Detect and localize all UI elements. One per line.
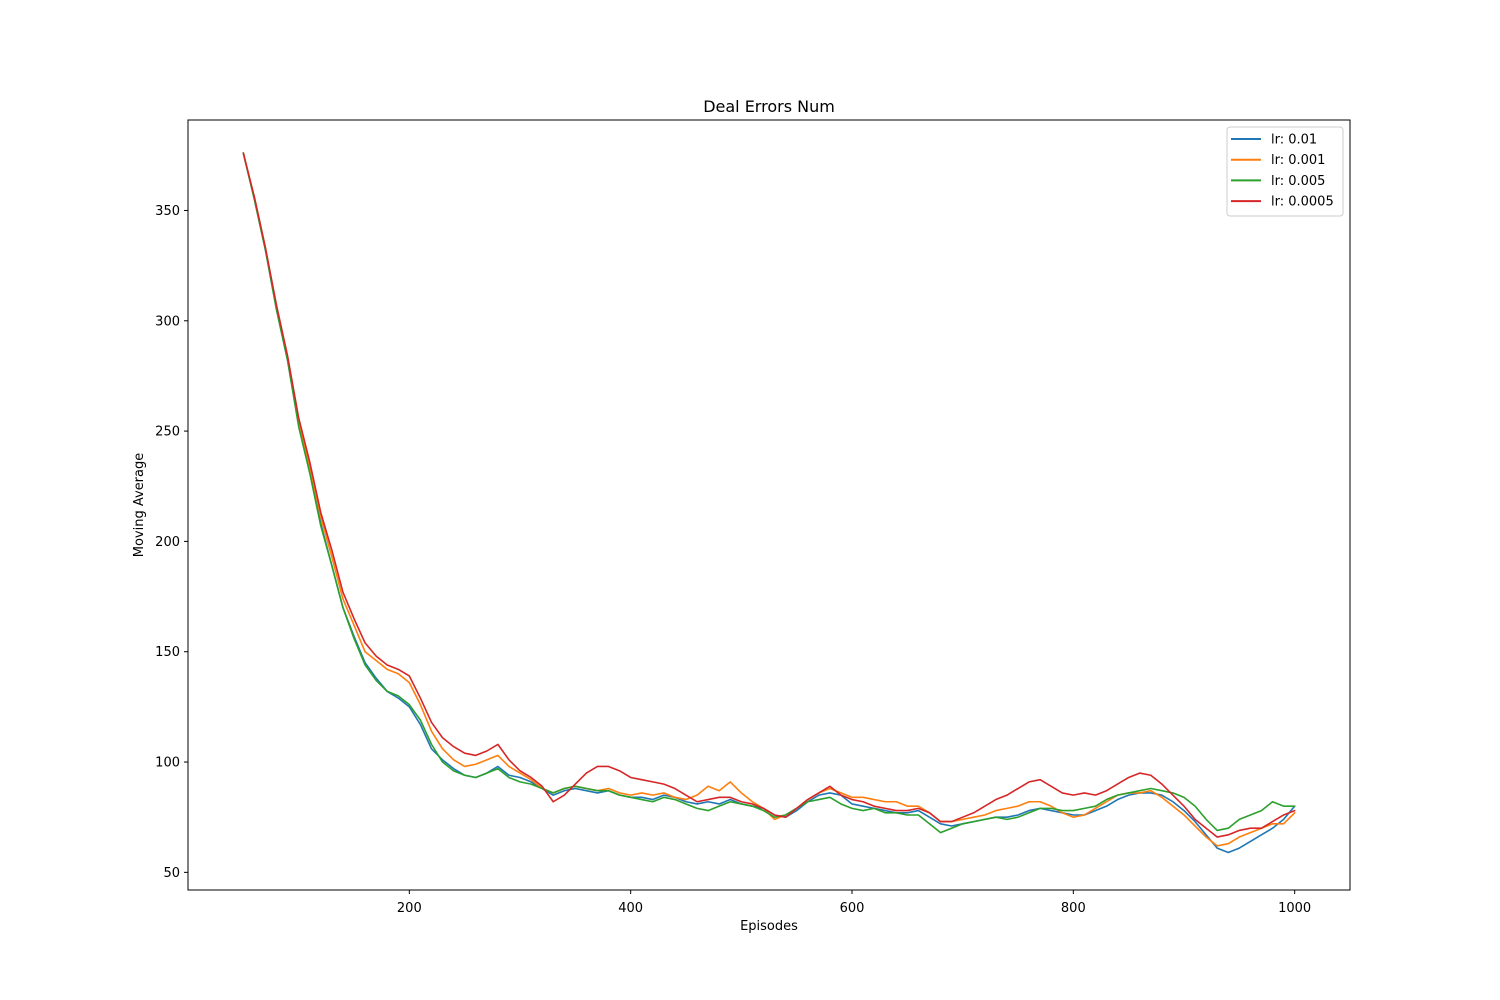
y-tick-label: 150 [155, 645, 180, 660]
legend: lr: 0.01 lr: 0.001 lr: 0.005 lr: 0.0005 [1226, 126, 1344, 217]
y-tick-label: 100 [155, 756, 180, 771]
plot-area [188, 120, 1350, 890]
x-tick-label: 800 [1061, 901, 1086, 916]
legend-label-2: lr: 0.005 [1271, 174, 1325, 189]
x-tick-label: 600 [840, 901, 865, 916]
series-line-3 [242, 152, 1296, 838]
x-tick-label: 200 [397, 901, 422, 916]
y-axis-ticks: 50 100 150 200 250 300 350 [155, 204, 188, 881]
legend-label-0: lr: 0.01 [1271, 133, 1317, 148]
x-tick-label: 400 [618, 901, 643, 916]
x-tick-label: 1000 [1278, 901, 1311, 916]
x-axis-label: Episodes [740, 919, 798, 934]
chart-title: Deal Errors Num [703, 97, 835, 116]
series-layer [242, 152, 1296, 854]
legend-box [1226, 126, 1344, 217]
series-line-2 [242, 152, 1296, 834]
plot-frame [187, 119, 1351, 891]
y-tick-label: 300 [155, 314, 180, 329]
legend-label-1: lr: 0.001 [1271, 153, 1325, 168]
y-tick-label: 350 [155, 204, 180, 219]
y-tick-label: 200 [155, 535, 180, 550]
y-tick-label: 250 [155, 425, 180, 440]
x-axis-ticks: 200 400 600 800 1000 [397, 890, 1311, 916]
y-axis-label: Moving Average [132, 453, 147, 557]
legend-entries: lr: 0.01 lr: 0.001 lr: 0.005 lr: 0.0005 [1231, 133, 1334, 210]
legend-label-3: lr: 0.0005 [1271, 195, 1334, 210]
y-tick-label: 50 [163, 866, 180, 881]
